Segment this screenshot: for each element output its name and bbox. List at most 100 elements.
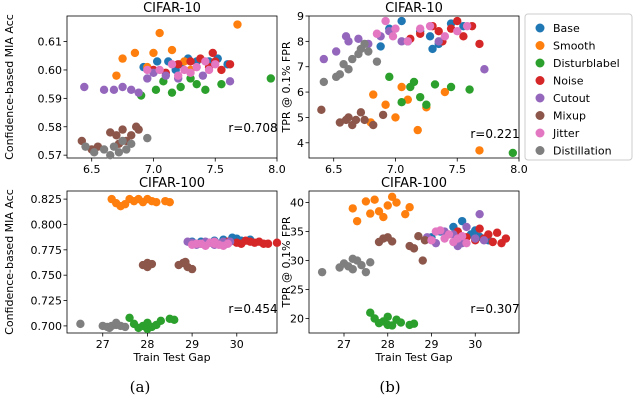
x-axis-label: Train Test Gap xyxy=(374,351,452,364)
panel-3: 27 28 29 30 0.700 0.725 0.750 0.775 0.800 0.825 CI… xyxy=(3,176,282,364)
point-mixup xyxy=(344,113,353,122)
point-distillation xyxy=(122,145,131,154)
point-disturblabel xyxy=(396,318,406,327)
point-smooth xyxy=(440,87,450,97)
point-mixup xyxy=(356,108,366,117)
point-distillation xyxy=(111,318,121,328)
point-jitter xyxy=(210,237,219,246)
legend-marker-distillation xyxy=(535,146,545,155)
point-mixup xyxy=(181,257,190,267)
correlation-annotation: r=0.221 xyxy=(470,127,519,141)
y-tick-label: 7 xyxy=(297,61,304,74)
point-distillation xyxy=(317,267,327,277)
point-disturblabel xyxy=(409,77,419,87)
point-cutout xyxy=(99,85,109,95)
point-jitter xyxy=(436,226,445,235)
point-noise xyxy=(225,60,235,69)
y-tick-label: 0.775 xyxy=(31,244,63,257)
y-tick-label: 40 xyxy=(290,197,304,210)
point-jitter xyxy=(453,27,462,36)
point-cutout xyxy=(127,85,136,95)
y-axis-label: Confidence-based MIA Acc xyxy=(3,14,16,160)
point-noise xyxy=(217,65,226,75)
point-mixup xyxy=(369,120,378,130)
point-mixup xyxy=(409,244,419,253)
y-tick-label: 20 xyxy=(290,313,304,326)
correlation-annotation: r=0.708 xyxy=(228,121,277,135)
point-base xyxy=(428,44,437,54)
legend-label-base: Base xyxy=(553,22,580,35)
point-smooth xyxy=(149,48,158,58)
point-smooth xyxy=(374,207,384,216)
point-smooth xyxy=(152,197,161,207)
y-tick-label: 5 xyxy=(297,111,304,124)
point-disturblabel xyxy=(387,321,397,330)
point-disturblabel xyxy=(422,100,431,109)
point-mixup xyxy=(420,236,430,245)
point-mixup xyxy=(378,110,388,120)
x-tick-label: 30 xyxy=(230,338,244,351)
point-noise xyxy=(501,234,511,243)
y-axis-label: Confidence-based MIA Acc xyxy=(3,189,16,335)
point-cutout xyxy=(225,77,235,86)
point-distillation xyxy=(348,254,357,264)
point-disturblabel xyxy=(151,85,161,95)
caption-a: (a) xyxy=(130,378,151,396)
x-tick-label: 6.5 xyxy=(83,163,101,176)
point-noise xyxy=(453,16,462,26)
y-tick-label: 35 xyxy=(290,226,304,239)
legend-frame xyxy=(524,13,633,161)
point-cutout xyxy=(118,82,127,92)
point-distillation xyxy=(114,148,124,157)
point-noise xyxy=(263,239,273,248)
point-smooth xyxy=(165,197,174,207)
point-distillation xyxy=(99,145,109,154)
point-jitter xyxy=(427,236,436,245)
point-jitter xyxy=(403,37,413,46)
legend-marker-jitter xyxy=(535,128,545,138)
point-distillation xyxy=(319,77,329,87)
legend-label-jitter: Jitter xyxy=(552,127,580,140)
point-jitter xyxy=(143,65,152,75)
y-tick-label: 0.725 xyxy=(31,295,63,308)
panel-title: CIFAR-10 xyxy=(143,1,201,16)
y-tick-label: 25 xyxy=(290,284,304,297)
point-disturblabel xyxy=(217,79,226,89)
point-cutout xyxy=(480,65,489,74)
x-tick-label: 30 xyxy=(468,338,482,351)
point-smooth xyxy=(397,82,406,92)
point-distillation xyxy=(106,150,115,160)
point-base xyxy=(376,42,385,51)
point-smooth xyxy=(405,203,414,212)
point-smooth xyxy=(370,195,379,204)
y-tick-label: 0.60 xyxy=(38,64,63,77)
point-jitter xyxy=(211,60,220,69)
point-noise xyxy=(475,39,484,49)
point-disturblabel xyxy=(383,312,392,321)
legend-label-distillation: Distillation xyxy=(553,145,612,158)
caption-b: (b) xyxy=(379,378,400,396)
point-smooth xyxy=(369,90,378,99)
x-tick-label: 7.0 xyxy=(145,163,163,176)
x-tick-label: 28 xyxy=(381,338,395,351)
point-cutout xyxy=(354,34,363,44)
point-smooth xyxy=(155,28,164,38)
point-base xyxy=(152,57,162,66)
x-tick-label: 28 xyxy=(140,338,154,351)
point-disturblabel xyxy=(397,98,406,107)
point-jitter xyxy=(155,65,164,75)
legend-marker-smooth xyxy=(535,41,545,50)
point-distillation xyxy=(364,47,373,56)
point-jitter xyxy=(192,62,201,72)
point-disturblabel xyxy=(465,85,474,94)
point-cutout xyxy=(471,234,480,243)
panels: 6.5 7.0 7.5 8.0 0.57 0.58 0.59 0.60 0.61 CIFAR-10… xyxy=(3,1,528,364)
y-tick-label: 0.700 xyxy=(31,320,63,333)
point-cutout xyxy=(434,37,443,46)
point-smooth xyxy=(413,125,422,135)
point-smooth xyxy=(366,209,375,218)
y-tick-label: 8 xyxy=(297,35,304,48)
point-disturblabel xyxy=(192,79,201,89)
point-cutout xyxy=(134,88,143,97)
point-disturblabel xyxy=(266,74,276,83)
